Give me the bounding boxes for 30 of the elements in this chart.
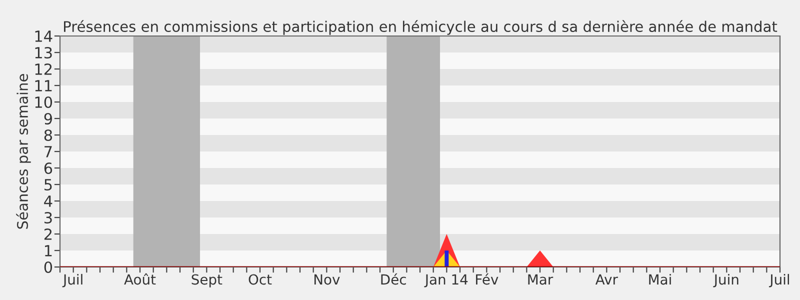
- y-tick-label: 7: [44, 146, 52, 158]
- y-axis-title: Séances par semaine: [16, 74, 31, 229]
- x-tick-label: Juin: [713, 274, 738, 288]
- y-tick-label: 6: [44, 162, 52, 174]
- x-tick-label: Mai: [649, 274, 671, 285]
- y-tick-label: 9: [44, 112, 52, 125]
- x-tick-label: Avr: [595, 274, 618, 284]
- y-tick-label: 2: [44, 228, 52, 240]
- y-tick-label: 11: [35, 80, 52, 92]
- x-tick-label: Oct: [248, 274, 272, 285]
- y-tick-label: 5: [44, 179, 52, 191]
- x-tick-label: Août: [124, 273, 156, 285]
- x-tick-label: Sept: [192, 274, 222, 288]
- x-tick-label: Fév: [476, 273, 498, 285]
- x-tick-label: Juil: [62, 274, 82, 288]
- chart-title: Présences en commissions et participation en hémicycle au cours d sa dernière année de mandat: [64, 20, 778, 35]
- y-tick-label: 13: [35, 46, 52, 59]
- x-tick-label: Juil: [768, 274, 790, 288]
- y-tick-label: 3: [44, 212, 52, 224]
- y-tick-label: 14: [35, 30, 52, 42]
- y-tick-label: 12: [35, 63, 52, 75]
- x-tick-label: Mar: [528, 274, 554, 285]
- x-tick-label: Nov: [314, 274, 340, 285]
- y-tick-label: 8: [44, 129, 52, 142]
- x-tick-label: Jan 14: [424, 274, 468, 288]
- x-tick-label: Déc: [381, 273, 406, 285]
- y-tick-label: 4: [44, 196, 52, 207]
- y-tick-label: 1: [45, 245, 52, 256]
- y-tick-label: 10: [35, 96, 52, 108]
- y-tick-label: 0: [44, 261, 52, 274]
